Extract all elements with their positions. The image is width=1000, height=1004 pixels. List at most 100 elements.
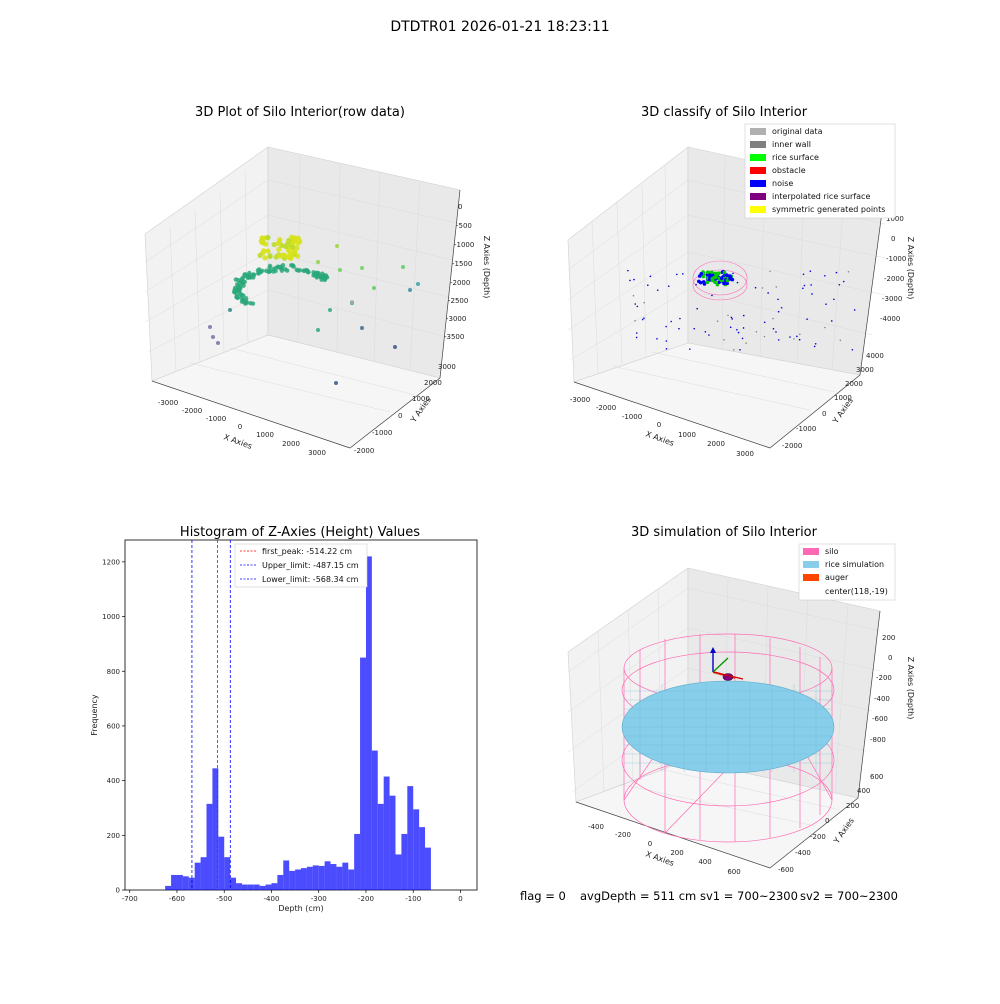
legend-swatch-rice-surface [750, 154, 766, 161]
classify-point [798, 333, 801, 336]
classify-z-tick: 1000 [886, 215, 904, 223]
footer-sv2: sv2 = 700~2300 [800, 889, 898, 903]
classify-point [634, 303, 637, 305]
classify-point [699, 272, 704, 276]
classify-point [676, 273, 678, 276]
legend-label-auger: auger [825, 573, 849, 582]
classify-point [667, 285, 670, 287]
legend-swatch-noise [750, 180, 766, 187]
histogram-bar [354, 833, 361, 890]
classify-x-tick: 0 [657, 421, 661, 429]
classify-point [798, 338, 801, 341]
raw-point [282, 253, 288, 259]
raw-point [211, 335, 215, 339]
histogram-bar [194, 862, 201, 890]
raw-point [251, 272, 257, 277]
raw-point [276, 246, 282, 252]
raw-z-tick: -1500 [452, 260, 472, 268]
classify-point [777, 310, 780, 313]
raw-point [393, 345, 397, 349]
histogram-bar [389, 795, 396, 890]
sim-z-tick: -600 [872, 715, 888, 723]
sim-y-tick: -400 [795, 849, 811, 857]
raw-point [242, 272, 247, 277]
raw-z-tick: -3000 [446, 315, 466, 323]
histogram-reference-lines [191, 540, 231, 890]
classify-point [839, 339, 842, 342]
raw-point [350, 300, 354, 304]
raw-point [265, 234, 271, 241]
sim-z-tick: -800 [870, 736, 886, 744]
raw-point [297, 268, 303, 273]
classify-point [635, 336, 638, 339]
raw-point [275, 240, 281, 247]
rice-surface-mesh [624, 684, 832, 772]
classify-y-tick: 1000 [834, 394, 852, 402]
raw-x-tick: -1000 [206, 415, 226, 423]
raw-point [338, 268, 342, 272]
classify-point [723, 338, 725, 341]
classify-point [647, 284, 649, 287]
histogram-x-axis-label: Depth (cm) [278, 904, 323, 913]
histogram-bar [212, 768, 219, 890]
sim-z-tick: 200 [882, 634, 895, 642]
raw-point [401, 265, 405, 269]
histogram-title: Histogram of Z-Axies (Height) Values [180, 525, 420, 540]
classify-point [695, 283, 697, 286]
classify-point [842, 280, 845, 283]
sim-x-tick: -200 [615, 831, 631, 839]
sim-x-tick: 200 [670, 849, 683, 857]
raw-point [408, 288, 412, 292]
legend-label-interpolated-rice-surface: interpolated rice surface [772, 192, 870, 201]
classify-point [755, 330, 758, 333]
classify-point [769, 270, 771, 273]
raw-point [256, 271, 261, 276]
panel-simulation: 3D simulation of Silo Interior [567, 525, 915, 876]
legend-label-first-peak: first_peak: -514.22 cm [262, 547, 352, 556]
histogram-y-tick-label: 800 [107, 668, 120, 676]
classify-point [739, 349, 741, 351]
raw-point [360, 266, 364, 270]
raw-x-tick: 2000 [282, 440, 300, 448]
legend-swatch-auger [803, 574, 819, 581]
classify-point [711, 294, 713, 297]
classify-point [824, 274, 826, 277]
raw-point [228, 308, 232, 312]
histogram-bar [413, 809, 420, 890]
classify-legend-box [744, 123, 896, 219]
classify-point [763, 321, 766, 324]
classify-point [741, 337, 744, 340]
classify-point [853, 309, 856, 311]
classify-x-tick: -2000 [596, 404, 616, 412]
raw-point [290, 244, 296, 250]
raw-y-tick: 0 [398, 412, 402, 420]
classify-x-tick: 2000 [707, 440, 725, 448]
classify-point [825, 303, 827, 305]
raw-point [267, 269, 272, 274]
raw-point [372, 286, 376, 290]
classify-point [767, 292, 769, 294]
raw-y-tick: -1000 [372, 429, 392, 437]
classify-z-tick: 0 [891, 235, 895, 243]
classify-point [851, 348, 854, 351]
raw-point [208, 325, 212, 329]
classify-point [717, 271, 721, 276]
raw-point [335, 244, 339, 248]
center-axis-y [712, 657, 729, 673]
classify-point [745, 342, 747, 344]
classify-point [775, 286, 778, 288]
classify-y-tick: -2000 [782, 442, 802, 450]
raw-z-tick: -2000 [450, 279, 470, 287]
classify-point [736, 328, 738, 331]
classify-point [730, 316, 733, 319]
raw-point [297, 238, 303, 245]
raw-point [241, 297, 246, 303]
classify-point [713, 280, 717, 284]
classify-point [641, 318, 644, 321]
classify-point [806, 318, 808, 320]
sim-y-axis-label: Y Axies [831, 816, 856, 846]
classify-point [777, 339, 780, 341]
classify-point [701, 274, 706, 279]
classify-x-tick: 1000 [678, 431, 696, 439]
footer-sv1: sv1 = 700~2300 [700, 889, 798, 903]
